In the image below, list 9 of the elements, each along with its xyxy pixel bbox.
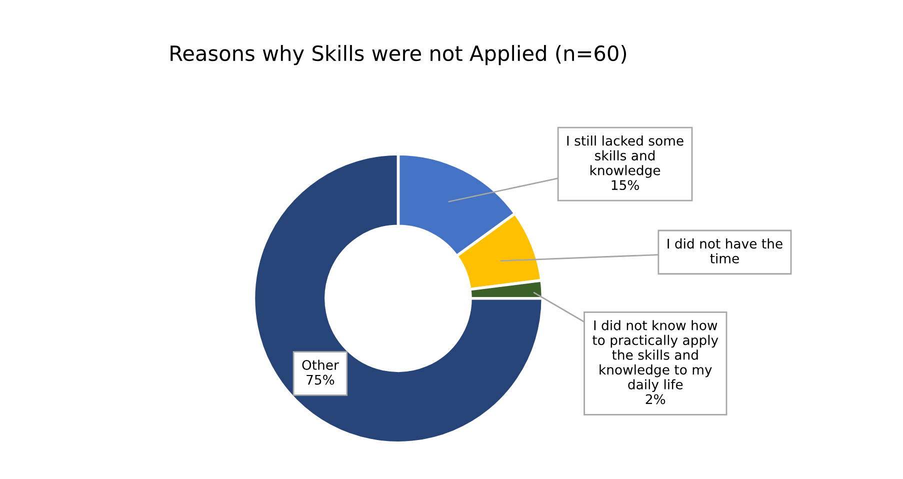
slice-label: I did not have the time bbox=[668, 238, 782, 264]
data-label: 15% bbox=[612, 180, 639, 190]
slice-label: I did not know how to practically apply the skills and knowledge to my daily life bbox=[592, 320, 718, 392]
slice-label: Other bbox=[302, 360, 339, 370]
chart-title: Reasons why Skills were not Applied (n=60) bbox=[170, 45, 626, 66]
data-label: 2% bbox=[646, 394, 666, 404]
data-label: 75% bbox=[306, 374, 334, 385]
donut-slice bbox=[252, 152, 544, 444]
slice-label: I still lacked some skills and knowledge bbox=[567, 136, 684, 178]
